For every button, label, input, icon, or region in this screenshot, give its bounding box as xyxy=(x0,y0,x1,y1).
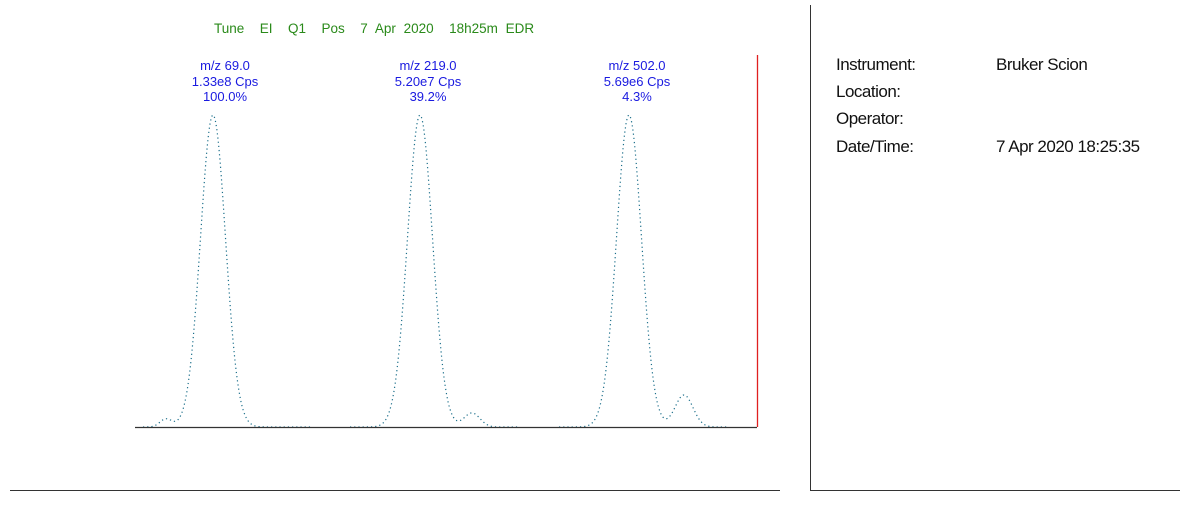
peak-percent: 39.2% xyxy=(409,89,447,104)
peak-percent: 4.3% xyxy=(622,89,652,104)
info-key-datetime: Date/Time: xyxy=(836,137,914,156)
peak-mz: m/z 69.0 xyxy=(200,58,250,73)
peak-cps: 5.69e6 Cps xyxy=(603,73,671,89)
peak-label-1: m/z 69.0 1.33e8 Cps 100.0% xyxy=(155,58,295,105)
info-value-instrument: Bruker Scion xyxy=(996,55,1088,74)
peak-trace-2 xyxy=(350,114,520,428)
peak-cps: 5.20e7 Cps xyxy=(394,73,462,89)
peak-mz: m/z 502.0 xyxy=(608,58,666,73)
info-value-datetime: 7 Apr 2020 18:25:35 xyxy=(996,137,1140,156)
peak-label-3: m/z 502.0 5.69e6 Cps 4.3% xyxy=(567,58,707,105)
peak-percent: 100.0% xyxy=(202,89,248,104)
info-key-operator: Operator: xyxy=(836,109,904,128)
info-key-location: Location: xyxy=(836,82,901,101)
peak-trace-1 xyxy=(143,114,313,428)
peak-cps: 1.33e8 Cps xyxy=(191,73,259,89)
peak-mz: m/z 219.0 xyxy=(399,58,457,73)
tune-title: Tune EI Q1 Pos 7 Apr 2020 18h25m EDR xyxy=(214,21,535,36)
peak-label-2: m/z 219.0 5.20e7 Cps 39.2% xyxy=(358,58,498,105)
info-key-instrument: Instrument: xyxy=(836,55,916,74)
peak-trace-3 xyxy=(559,114,729,428)
